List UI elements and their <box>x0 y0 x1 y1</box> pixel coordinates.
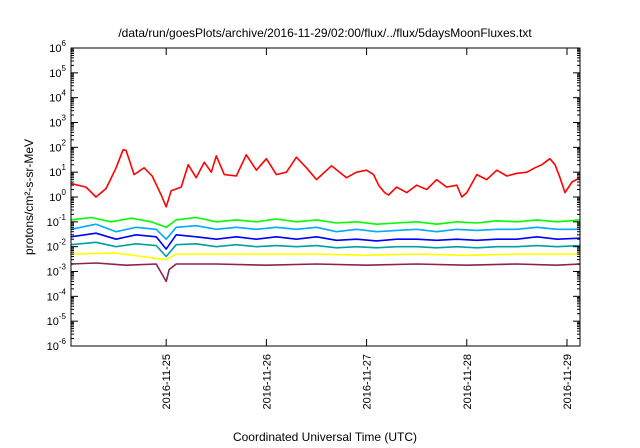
y-tick-label: 100 <box>49 188 66 204</box>
plot-frame <box>70 47 581 347</box>
y-tick-exponent: 6 <box>62 39 67 48</box>
y-tick-exponent: -3 <box>59 263 67 272</box>
y-tick-base: 10 <box>49 43 61 55</box>
y-tick-base: 10 <box>49 142 61 154</box>
series-line-0 <box>70 148 581 208</box>
y-tick-label: 10-5 <box>47 312 67 328</box>
y-tick-label: 105 <box>49 64 66 80</box>
x-axis-label: Coordinated Universal Time (UTC) <box>233 430 417 444</box>
y-tick-exponent: 3 <box>62 114 67 123</box>
y-tick-label: 10-3 <box>47 263 67 279</box>
y-tick-label: 10-1 <box>47 213 67 229</box>
y-tick-label: 106 <box>49 39 66 55</box>
series-line-5 <box>70 252 580 261</box>
y-tick-base: 10 <box>49 93 61 105</box>
y-tick-base: 10 <box>47 341 59 353</box>
y-tick-exponent: 1 <box>62 163 67 172</box>
y-tick-label: 103 <box>49 114 66 130</box>
y-tick-label: 10-4 <box>47 287 67 303</box>
y-tick-exponent: 2 <box>62 138 67 147</box>
y-tick-base: 10 <box>49 167 61 179</box>
y-tick-base: 10 <box>47 217 59 229</box>
y-tick-exponent: 0 <box>62 188 67 197</box>
series-line-3 <box>70 232 581 250</box>
series-layer <box>70 148 581 283</box>
series-line-6 <box>70 262 581 283</box>
chart-title: /data/run/goesPlots/archive/2016-11-29/0… <box>118 26 532 40</box>
y-tick-exponent: -4 <box>59 287 67 296</box>
x-tick-label: 2016-11-25 <box>161 354 173 409</box>
y-tick-exponent: -2 <box>59 238 67 247</box>
y-tick-label: 10-2 <box>47 238 67 254</box>
y-tick-exponent: -6 <box>59 337 67 346</box>
x-tick-label: 2016-11-29 <box>562 354 574 409</box>
y-tick-base: 10 <box>47 267 59 279</box>
y-tick-exponent: 4 <box>62 89 67 98</box>
y-tick-base: 10 <box>49 192 61 204</box>
y-tick-base: 10 <box>49 68 61 80</box>
series-line-4 <box>70 241 581 258</box>
x-tick-label: 2016-11-27 <box>362 354 374 409</box>
y-tick-base: 10 <box>47 291 59 303</box>
series-line-1 <box>70 216 581 229</box>
y-tick-label: 10-6 <box>47 337 67 353</box>
x-axis: 2016-11-25 2016-11-26 2016-11-27 2016-11-28… <box>161 48 574 409</box>
y-tick-label: 101 <box>49 163 66 179</box>
y-tick-base: 10 <box>47 242 59 254</box>
y-tick-exponent: -5 <box>59 312 67 321</box>
x-tick-label: 2016-11-28 <box>462 354 474 409</box>
y-tick-label: 104 <box>49 89 66 105</box>
x-tick-label: 2016-11-26 <box>261 354 273 409</box>
y-tick-base: 10 <box>49 118 61 130</box>
y-axis: 10610510410310210110010-110-210-310-410-… <box>47 39 580 353</box>
series-line-2 <box>70 223 580 240</box>
y-tick-label: 102 <box>49 138 66 154</box>
y-axis-label: protons/cm²-s-sr-MeV <box>22 139 36 255</box>
y-tick-base: 10 <box>47 316 59 328</box>
y-tick-exponent: -1 <box>59 213 67 222</box>
y-tick-exponent: 5 <box>62 64 67 73</box>
